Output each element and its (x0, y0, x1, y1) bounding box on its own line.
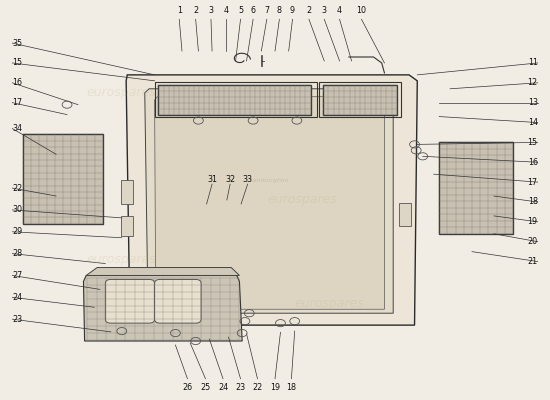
Text: 29: 29 (12, 227, 23, 236)
Text: 11: 11 (527, 58, 538, 68)
FancyBboxPatch shape (399, 203, 411, 226)
Bar (323, 85, 397, 114)
Text: 23: 23 (235, 383, 246, 392)
Text: eurospares: eurospares (87, 253, 157, 266)
Text: 27: 27 (12, 271, 23, 280)
Text: 12: 12 (527, 78, 538, 87)
Text: 18: 18 (287, 383, 296, 392)
Text: 14: 14 (527, 118, 538, 127)
Text: 5: 5 (238, 6, 243, 15)
Bar (23, 134, 103, 224)
Polygon shape (126, 75, 417, 325)
Text: 3: 3 (322, 6, 327, 15)
Text: 31: 31 (207, 175, 217, 184)
Text: 9: 9 (290, 6, 295, 15)
Text: 1: 1 (177, 6, 182, 15)
Text: 15: 15 (527, 138, 538, 147)
Polygon shape (84, 276, 242, 341)
Text: 17: 17 (12, 98, 23, 107)
Text: 32: 32 (225, 175, 235, 184)
Polygon shape (86, 268, 239, 276)
Text: 16: 16 (527, 158, 538, 167)
Text: 3: 3 (208, 6, 213, 15)
Bar (439, 142, 513, 234)
Text: 23: 23 (12, 315, 23, 324)
Text: 13: 13 (527, 98, 538, 107)
Bar (439, 142, 513, 234)
Text: 19: 19 (270, 383, 280, 392)
Bar (319, 82, 401, 117)
Bar (23, 134, 103, 224)
Polygon shape (145, 89, 393, 313)
Text: 16: 16 (12, 78, 23, 87)
Text: 24: 24 (12, 293, 23, 302)
Bar (323, 85, 397, 114)
Bar (155, 82, 317, 117)
Text: eurospares: eurospares (267, 194, 337, 206)
Text: 4: 4 (337, 6, 342, 15)
Text: 19: 19 (527, 217, 538, 226)
Text: 26: 26 (183, 383, 192, 392)
Text: 24: 24 (218, 383, 228, 392)
Text: 25: 25 (200, 383, 211, 392)
Text: 6: 6 (251, 6, 256, 15)
Text: 34: 34 (12, 124, 23, 133)
Text: 20: 20 (527, 237, 538, 246)
Text: 30: 30 (12, 206, 23, 214)
Text: 33: 33 (243, 175, 252, 184)
Bar (158, 85, 311, 114)
Text: 21: 21 (527, 257, 538, 266)
Text: 4: 4 (223, 6, 228, 15)
Text: eurospares: eurospares (87, 86, 157, 99)
Text: 2: 2 (306, 6, 311, 15)
Text: 28: 28 (12, 249, 23, 258)
Text: 15: 15 (12, 58, 23, 68)
Bar (158, 85, 311, 114)
Text: eurospares: eurospares (295, 297, 365, 310)
FancyBboxPatch shape (120, 180, 133, 204)
Text: 18: 18 (527, 198, 538, 206)
Text: 10: 10 (356, 6, 366, 15)
Text: 22: 22 (252, 383, 262, 392)
Text: 35: 35 (12, 38, 23, 48)
Text: 22: 22 (12, 184, 23, 192)
FancyBboxPatch shape (106, 280, 155, 323)
FancyBboxPatch shape (155, 280, 201, 323)
Text: 7: 7 (264, 6, 270, 15)
Text: 17: 17 (527, 178, 538, 187)
Text: Lamborghini: Lamborghini (250, 178, 289, 183)
Polygon shape (155, 97, 384, 309)
Text: 2: 2 (193, 6, 198, 15)
Text: 8: 8 (277, 6, 282, 15)
FancyBboxPatch shape (120, 216, 133, 236)
